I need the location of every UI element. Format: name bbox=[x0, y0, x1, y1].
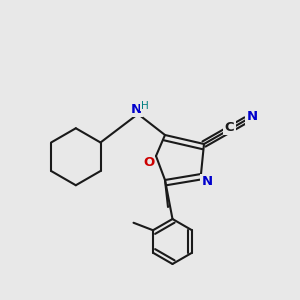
Text: H: H bbox=[141, 100, 148, 111]
Text: N: N bbox=[201, 175, 213, 188]
Text: N: N bbox=[246, 110, 258, 124]
Text: O: O bbox=[143, 155, 154, 169]
Text: N: N bbox=[131, 103, 142, 116]
Text: C: C bbox=[225, 121, 234, 134]
